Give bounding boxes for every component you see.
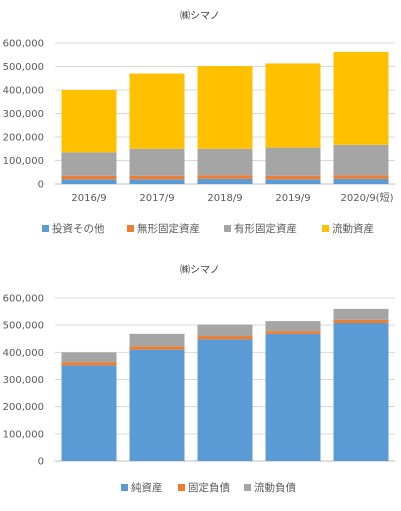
x-category-label: 2018/9 — [207, 193, 242, 204]
y-tick-label: 300,000 — [3, 109, 44, 120]
bar-segment-3 — [129, 333, 185, 347]
chart-top: ㈱シマノ 0 100,000 200,000 300,000 400,000 500,000… — [3, 10, 395, 235]
y-tick-label: 500,000 — [3, 62, 44, 73]
legend-swatch — [178, 484, 185, 491]
bar-segment-1 — [197, 339, 253, 461]
bar-segment-3 — [129, 148, 185, 176]
bar-segment-3 — [197, 324, 253, 337]
bar-segment-4 — [265, 63, 321, 148]
y-tick-label: 500,000 — [3, 321, 44, 332]
y-tick-label: 0 — [38, 457, 44, 468]
bar-segment-2 — [333, 319, 389, 323]
bar-segment-2 — [333, 175, 389, 179]
legend-label: 有形固定資産 — [234, 222, 297, 235]
y-tick-label: 200,000 — [3, 402, 44, 413]
y-tick-label: 300,000 — [3, 375, 44, 386]
bar-segment-2 — [265, 175, 321, 180]
bar-segment-2 — [129, 346, 185, 350]
bar-segment-1 — [333, 322, 389, 461]
legend-label: 純資産 — [131, 481, 163, 494]
bar-segment-2 — [197, 336, 253, 340]
bar-segment-3 — [333, 144, 389, 176]
legend-swatch — [224, 225, 231, 232]
chart-bottom: ㈱シマノ 0 100,000 200,000 300,000 400,000 500,000… — [3, 264, 395, 494]
bar-segment-1 — [265, 333, 321, 461]
legend-swatch — [244, 484, 251, 491]
legend-swatch — [127, 225, 134, 232]
x-category-label: 2019/9 — [275, 193, 310, 204]
legend-swatch — [42, 225, 49, 232]
bar-segment-1 — [333, 178, 389, 184]
x-category-label: 2020/9(短) — [341, 191, 394, 204]
bar-segment-2 — [129, 175, 185, 180]
legend-label: 流動資産 — [332, 222, 374, 235]
legend-label: 無形固定資産 — [137, 222, 200, 235]
bar-segment-2 — [61, 175, 117, 180]
legend-label: 投資その他 — [52, 222, 105, 235]
chart-title: ㈱シマノ — [180, 10, 220, 22]
bar-segment-1 — [61, 179, 117, 184]
bar-segment-2 — [61, 362, 117, 366]
legend-label: 固定負債 — [188, 481, 230, 494]
bar-segment-1 — [265, 179, 321, 184]
bar-segment-4 — [129, 73, 185, 149]
bar-segment-4 — [197, 66, 253, 149]
y-tick-label: 600,000 — [3, 39, 44, 50]
bar-segment-1 — [129, 349, 185, 461]
bar-segment-3 — [197, 148, 253, 176]
y-tick-label: 100,000 — [3, 429, 44, 440]
bar-segment-2 — [197, 175, 253, 179]
y-tick-label: 600,000 — [3, 294, 44, 305]
bar-segment-1 — [61, 365, 117, 461]
y-tick-label: 0 — [38, 180, 44, 191]
bar-segment-1 — [197, 178, 253, 184]
y-tick-label: 400,000 — [3, 348, 44, 359]
legend-swatch — [322, 225, 329, 232]
x-category-label: 2017/9 — [139, 193, 174, 204]
x-category-label: 2016/9 — [71, 193, 106, 204]
bar-segment-3 — [265, 321, 321, 332]
bar-segment-3 — [61, 152, 117, 176]
bar-segment-4 — [61, 90, 117, 153]
y-tick-label: 400,000 — [3, 86, 44, 97]
bar-segment-2 — [265, 331, 321, 334]
legend-label: 流動負債 — [254, 481, 296, 494]
bar-segment-1 — [129, 179, 185, 184]
legend-swatch — [121, 484, 128, 491]
bar-segment-4 — [333, 51, 389, 145]
bar-segment-3 — [333, 308, 389, 320]
y-tick-label: 100,000 — [3, 156, 44, 167]
y-tick-label: 200,000 — [3, 133, 44, 144]
bar-segment-3 — [61, 352, 117, 363]
chart-title: ㈱シマノ — [180, 264, 220, 276]
bar-segment-3 — [265, 147, 321, 176]
